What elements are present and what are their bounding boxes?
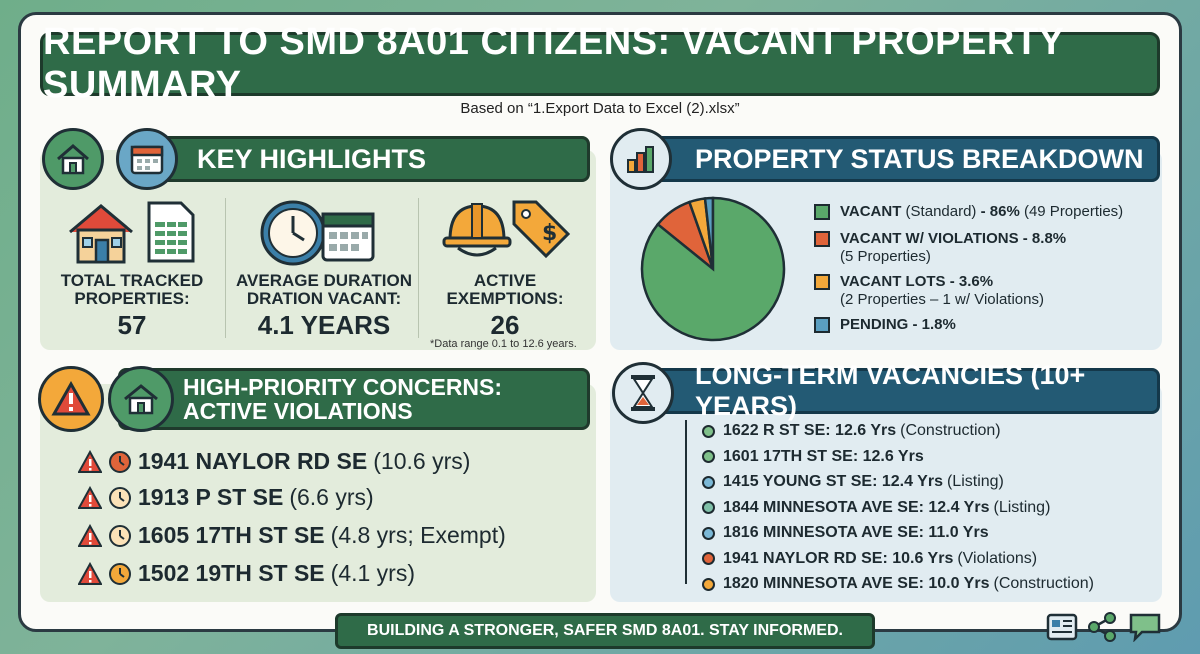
calendar-icon xyxy=(116,128,178,190)
data-range-note: *Data range 0.1 to 12.6 years. xyxy=(430,338,577,350)
long-term-item: 1415 YOUNG ST SE: 12.4 Yrs (Listing) xyxy=(702,473,1004,491)
long-term-address: 1415 YOUNG ST SE: 12.4 Yrs xyxy=(723,473,943,490)
divider xyxy=(225,198,226,338)
price-tag-icon: $ xyxy=(508,196,574,267)
status-header: PROPERTY STATUS BREAKDOWN xyxy=(620,136,1160,182)
clock-icon xyxy=(109,450,131,473)
footer-banner: BUILDING A STRONGER, SAFER SMD 8A01. STA… xyxy=(335,613,875,649)
total-tracked-value: 57 xyxy=(117,310,147,340)
concern-detail: (4.8 yrs; Exempt) xyxy=(330,522,506,548)
clock-icon xyxy=(109,524,131,547)
long-term-item: 1844 MINNESOTA AVE SE: 12.4 Yrs (Listing) xyxy=(702,499,1050,517)
footer-text: BUILDING A STRONGER, SAFER SMD 8A01. STA… xyxy=(367,622,843,639)
divider xyxy=(418,198,419,338)
status-dot xyxy=(702,501,715,514)
key-highlights-header: KEY HIGHLIGHTS xyxy=(130,136,590,182)
bar-chart-icon xyxy=(610,128,672,190)
share-icon[interactable] xyxy=(1086,612,1118,647)
long-term-header: LONG-TERM VACANCIES (10+ YEARS) xyxy=(620,360,1160,421)
legend-swatch xyxy=(814,204,830,220)
long-term-note: (Construction) xyxy=(900,422,1001,439)
long-term-address: 1820 MINNESOTA AVE SE: 10.0 Yrs xyxy=(723,575,990,592)
concern-item: 1502 19TH ST SE (4.1 yrs) xyxy=(78,560,415,587)
status-dot xyxy=(702,552,715,565)
long-term-item: 1820 MINNESOTA AVE SE: 10.0 Yrs (Construc… xyxy=(702,575,1094,593)
concern-item: 1913 P ST SE (6.6 yrs) xyxy=(78,484,374,511)
pie-slice-vacant-standard xyxy=(640,196,786,342)
long-term-item: 1622 R ST SE: 12.6 Yrs (Construction) xyxy=(702,422,1001,440)
legend-entry: VACANT (Standard) - 86% (49 Properties) xyxy=(840,203,1124,220)
concern-address: 1502 19TH ST SE xyxy=(138,560,325,586)
legend-entry: VACANT LOTS - 3.6% (2 Properties – 1 w/ V… xyxy=(840,273,1044,308)
warning-icon xyxy=(78,561,102,585)
status-pie-chart xyxy=(640,196,786,342)
status-dot xyxy=(702,526,715,540)
concern-detail: (10.6 yrs) xyxy=(373,448,471,474)
concern-item: 1605 17TH ST SE (4.8 yrs; Exempt) xyxy=(78,522,506,549)
active-exemptions-value: 26 xyxy=(490,310,520,340)
long-term-note: (Listing) xyxy=(946,473,1004,490)
concern-item: 1941 NAYLOR RD SE (10.6 yrs) xyxy=(78,448,470,475)
warning-icon xyxy=(38,366,104,432)
concern-address: 1605 17TH ST SE xyxy=(138,522,325,548)
hourglass-icon xyxy=(612,362,674,424)
long-term-note: (Construction) xyxy=(993,575,1094,592)
long-term-note: (Listing) xyxy=(993,498,1051,516)
active-exemptions-label: ACTIVE EXEMPTIONS: xyxy=(446,271,564,308)
long-term-note: (Violations) xyxy=(957,549,1038,567)
concern-address: 1941 NAYLOR RD SE xyxy=(138,448,368,474)
long-term-address: 1622 R ST SE: 12.6 Yrs xyxy=(723,422,897,439)
spreadsheet-icon xyxy=(146,200,196,269)
svg-text:$: $ xyxy=(542,221,557,246)
concerns-title-line1: HIGH-PRIORITY CONCERNS: xyxy=(183,374,503,400)
long-term-item: 1816 MINNESOTA AVE SE: 11.0 Yrs xyxy=(702,524,993,542)
status-dot xyxy=(702,577,715,591)
long-term-panel xyxy=(610,384,1162,602)
warning-icon xyxy=(78,449,102,473)
legend-swatch xyxy=(814,317,830,333)
concern-address: 1913 P ST SE xyxy=(138,484,284,510)
calendar-icon xyxy=(320,208,376,269)
house-icon xyxy=(66,200,136,271)
average-duration-value: 4.1 YEARS xyxy=(257,310,391,340)
house-icon xyxy=(108,366,174,432)
long-term-address: 1941 NAYLOR RD SE: 10.6 Yrs xyxy=(723,549,954,567)
long-term-item: 1941 NAYLOR RD SE: 10.6 Yrs (Violations) xyxy=(702,550,1037,568)
subtitle: Based on “1.Export Data to Excel (2).xls… xyxy=(460,100,740,117)
long-term-address: 1844 MINNESOTA AVE SE: 12.4 Yrs xyxy=(723,498,990,516)
warning-icon xyxy=(78,485,102,509)
warning-icon xyxy=(78,523,102,547)
status-dot xyxy=(702,450,715,463)
concern-detail: (6.6 yrs) xyxy=(289,484,374,510)
legend-entry: VACANT W/ VIOLATIONS - 8.8% (5 Properties… xyxy=(840,230,1067,265)
long-term-item: 1601 17TH ST SE: 12.6 Yrs xyxy=(702,448,928,466)
legend-swatch xyxy=(814,274,830,290)
concern-detail: (4.1 yrs) xyxy=(330,560,415,586)
clock-icon xyxy=(258,198,328,273)
long-term-title: LONG-TERM VACANCIES (10+ YEARS) xyxy=(695,360,1086,421)
clock-icon xyxy=(109,486,131,509)
title-banner: REPORT TO SMD 8A01 CITIZENS: VACANT PROP… xyxy=(40,21,1160,106)
hard-hat-icon xyxy=(440,196,514,267)
page-title: REPORT TO SMD 8A01 CITIZENS: VACANT PROP… xyxy=(43,21,1064,106)
concerns-title-line2: ACTIVE VIOLATIONS xyxy=(183,398,413,424)
concerns-header: HIGH-PRIORITY CONCERNS: ACTIVE VIOLATION… xyxy=(118,368,590,430)
status-dot xyxy=(702,475,715,489)
chat-icon[interactable] xyxy=(1128,612,1162,647)
key-highlights-title: KEY HIGHLIGHTS xyxy=(197,143,427,174)
status-title: PROPERTY STATUS BREAKDOWN xyxy=(695,143,1144,174)
legend-swatch xyxy=(814,231,830,247)
long-term-address: 1601 17TH ST SE: 12.6 Yrs xyxy=(723,447,924,465)
document-icon[interactable] xyxy=(1046,612,1078,647)
status-dot xyxy=(702,424,715,438)
total-tracked-label: TOTAL TRACKED PROPERTIES: xyxy=(60,271,204,308)
house-icon xyxy=(42,128,104,190)
clock-icon xyxy=(109,562,131,585)
long-term-address: 1816 MINNESOTA AVE SE: 11.0 Yrs xyxy=(723,524,989,541)
timeline-line xyxy=(685,420,687,584)
average-duration-label: AVERAGE DURATION DRATION VACANT: xyxy=(236,271,412,308)
legend-entry: PENDING - 1.8% xyxy=(840,316,956,333)
